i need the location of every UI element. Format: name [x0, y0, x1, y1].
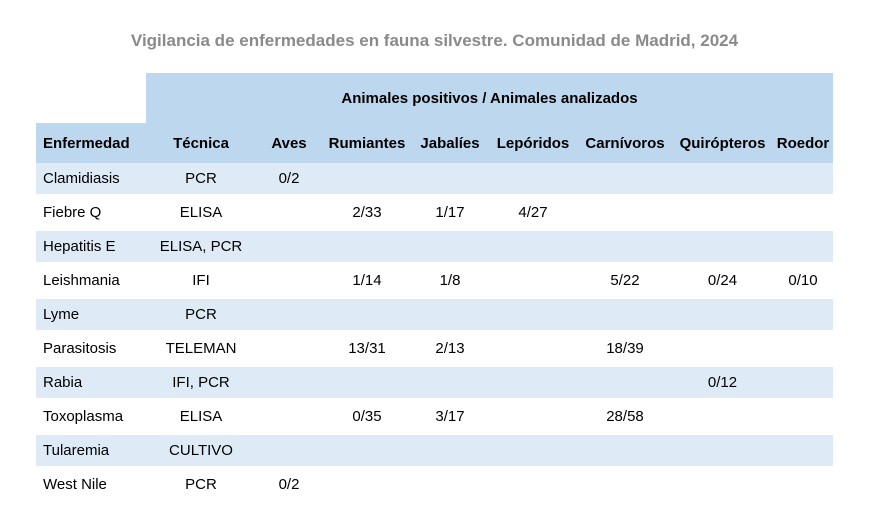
table-row: Hepatitis E ELISA, PCR [36, 231, 833, 262]
disease-cell: West Nile [43, 476, 107, 493]
col-header-aves: Aves [271, 134, 307, 152]
value-cell: 1/8 [439, 272, 461, 289]
value-cell: 0/24 [707, 272, 738, 289]
table-row: Toxoplasma ELISA 0/35 3/17 28/58 [36, 401, 833, 432]
band-header: Animales positivos / Animales analizados [146, 73, 833, 123]
value-cell: 18/39 [606, 340, 644, 357]
disease-cell: Leishmania [43, 272, 120, 289]
technique-cell: IFI [192, 272, 210, 289]
table-row: Leishmania IFI 1/14 1/8 5/22 0/24 0/10 [36, 265, 833, 296]
page-title: Vigilancia de enfermedades en fauna silv… [130, 31, 739, 50]
value-cell: 5/22 [610, 272, 640, 289]
table-header-row: Enfermedad Técnica Aves Rumiantes Jabalí… [36, 123, 833, 163]
col-header-leporidos: Lepóridos [496, 134, 570, 152]
disease-cell: Tularemia [43, 442, 110, 459]
technique-cell: PCR [185, 170, 217, 187]
disease-cell: Parasitosis [43, 340, 117, 357]
technique-cell: PCR [185, 306, 217, 323]
disease-cell: Hepatitis E [43, 238, 116, 255]
table-band-row: Animales positivos / Animales analizados [36, 73, 833, 123]
table-row: Clamidiasis PCR 0/2 [36, 163, 833, 194]
technique-cell: ELISA, PCR [159, 238, 243, 255]
technique-cell: PCR [185, 476, 217, 493]
col-header-quiropteros: Quirópteros [679, 134, 766, 152]
disease-cell: Fiebre Q [43, 204, 102, 221]
table-row: Rabia IFI, PCR 0/12 [36, 367, 833, 398]
col-header-roedor: Roedor [776, 134, 830, 152]
col-header-jabalies: Jabalíes [420, 134, 480, 152]
disease-cell: Rabia [43, 374, 83, 391]
table-rows: Clamidiasis PCR 0/2 Fiebre Q ELISA 2/33 1/17 4/… [36, 163, 833, 500]
value-cell: 0/12 [707, 374, 738, 391]
technique-cell: TELEMAN [165, 340, 237, 357]
value-cell: 0/2 [278, 476, 300, 493]
value-cell: 0/35 [352, 408, 382, 425]
value-cell: 0/2 [278, 170, 300, 187]
table-row: Lyme PCR [36, 299, 833, 330]
band-spacer [36, 73, 146, 123]
col-header-rumiantes: Rumiantes [328, 134, 406, 152]
table-row: Parasitosis TELEMAN 13/31 2/13 18/39 [36, 333, 833, 364]
disease-cell: Clamidiasis [43, 170, 120, 187]
table-row: Tularemia CULTIVO [36, 435, 833, 466]
col-header-carnivoros: Carnívoros [585, 134, 665, 152]
value-cell: 3/17 [435, 408, 465, 425]
value-cell: 13/31 [348, 340, 386, 357]
technique-cell: ELISA [179, 408, 223, 425]
value-cell: 2/33 [352, 204, 382, 221]
value-cell: 1/17 [435, 204, 465, 221]
disease-cell: Lyme [43, 306, 80, 323]
value-cell: 0/10 [788, 272, 818, 289]
col-header-enfermedad: Enfermedad [43, 134, 130, 152]
value-cell: 4/27 [518, 204, 548, 221]
table-row: Fiebre Q ELISA 2/33 1/17 4/27 [36, 197, 833, 228]
technique-cell: CULTIVO [169, 442, 233, 459]
technique-cell: IFI, PCR [172, 374, 230, 391]
value-cell: 28/58 [606, 408, 644, 425]
technique-cell: ELISA [179, 204, 223, 221]
value-cell: 2/13 [435, 340, 465, 357]
disease-cell: Toxoplasma [43, 408, 124, 425]
col-header-tecnica: Técnica [173, 134, 229, 152]
value-cell: 1/14 [352, 272, 382, 289]
surveillance-table: Animales positivos / Animales analizados… [36, 73, 833, 503]
table-row: West Nile PCR 0/2 [36, 469, 833, 500]
